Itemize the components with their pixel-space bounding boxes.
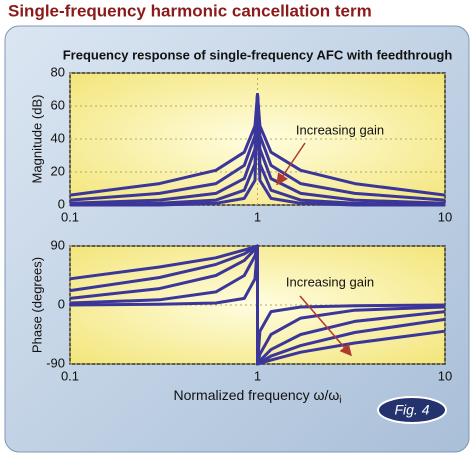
- y-tick-label: 40: [51, 130, 65, 145]
- chart-title: Frequency response of single-frequency A…: [63, 47, 453, 62]
- figure-badge: [377, 396, 447, 424]
- x-tick-label: 10: [438, 209, 452, 224]
- y-axis-label: Magnitude (dB): [29, 95, 44, 184]
- x-tick-label: 0.1: [61, 368, 79, 383]
- figure-label: Fig. 4: [394, 402, 429, 418]
- annotation: Increasing gain: [286, 274, 374, 289]
- y-tick-label: -90: [46, 355, 65, 370]
- y-tick-label: 0: [58, 196, 65, 211]
- x-axis-label-subscript: i: [339, 395, 341, 406]
- y-tick-label: 80: [51, 64, 65, 79]
- y-tick-label: 20: [51, 163, 65, 178]
- annotation: Increasing gain: [296, 122, 384, 137]
- x-axis-label-main: Normalized frequency ω/ω: [173, 387, 339, 403]
- x-axis-label: Normalized frequency ω/ωi: [173, 387, 341, 406]
- y-tick-label: 90: [51, 237, 65, 252]
- x-tick-label: 10: [438, 368, 452, 383]
- y-tick-label: 60: [51, 97, 65, 112]
- annotation-arrow: [276, 142, 306, 186]
- y-tick-label: 0: [58, 296, 65, 311]
- x-tick-label: 1: [254, 209, 261, 224]
- y-axis-label: Phase (degrees): [29, 257, 44, 353]
- series-line: [69, 93, 446, 197]
- plots: Frequency response of single-frequency A…: [29, 47, 452, 405]
- series-line: [69, 244, 446, 366]
- x-tick-label: 0.1: [61, 209, 79, 224]
- page-title: Single-frequency harmonic cancellation t…: [8, 1, 372, 20]
- annotation-arrow: [299, 295, 352, 357]
- x-tick-label: 1: [254, 368, 261, 383]
